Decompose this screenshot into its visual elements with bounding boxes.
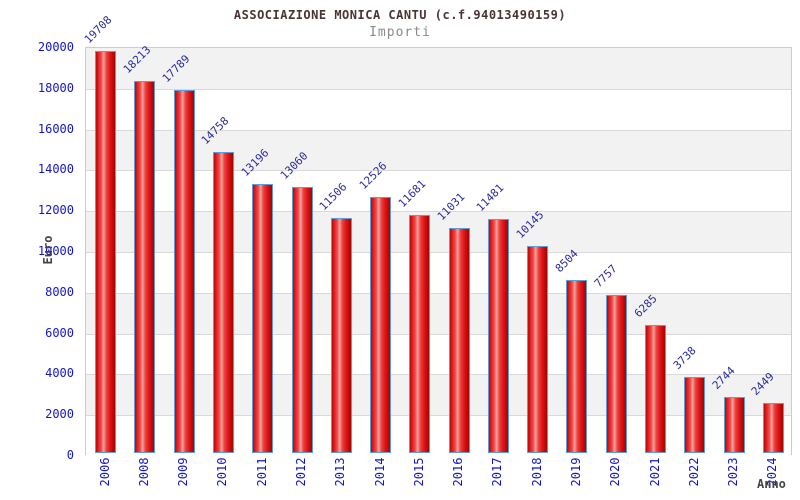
plot-band [86, 88, 791, 130]
x-tick-label: 2013 [333, 457, 348, 487]
y-tick-label: 6000 [45, 325, 74, 340]
bar [762, 403, 784, 453]
y-tick-label: 16000 [37, 121, 74, 136]
x-tick-label: 2017 [490, 457, 505, 487]
bar [527, 246, 549, 453]
x-axis-title: Anno [757, 477, 786, 491]
y-tick-label: 0 [66, 448, 74, 462]
gridline [86, 88, 791, 90]
gridline [86, 374, 791, 376]
x-tick-label: 2020 [608, 457, 623, 487]
chart-title: ASSOCIAZIONE MONICA CANTU (c.f.940134901… [233, 8, 567, 22]
gridline [86, 211, 791, 213]
plot-band [86, 48, 791, 89]
bar [330, 218, 352, 453]
x-tick-label: 2008 [136, 457, 151, 487]
x-tick-label: 2015 [411, 457, 426, 487]
y-tick-label: 2000 [45, 407, 74, 422]
plot-band [86, 211, 791, 252]
bar [409, 214, 431, 453]
y-tick-label: 20000 [37, 40, 74, 54]
x-axis: 2006 2008 2009 2010 2011 2012 2013 2014 2015 2016… [85, 455, 792, 500]
bar [684, 376, 706, 453]
chart-subtitle: Importi [369, 25, 431, 40]
bar [95, 50, 117, 453]
x-tick-label: 2023 [726, 457, 741, 487]
x-tick-label: 2012 [294, 457, 309, 487]
gridline [86, 333, 791, 335]
gridline [86, 129, 791, 131]
bar [448, 227, 470, 453]
gridline [86, 292, 791, 294]
y-axis: 0 2000 4000 6000 8000 10000 12000 14000 16000 180… [0, 40, 80, 462]
y-tick-label: 18000 [37, 80, 74, 95]
bar [605, 294, 627, 453]
plot-band [86, 333, 791, 375]
x-tick-label: 2022 [686, 457, 701, 487]
plot-band [86, 374, 791, 416]
bar [723, 397, 745, 453]
bar [291, 186, 313, 453]
x-tick-label: 2010 [215, 457, 230, 487]
plot-band [86, 170, 791, 212]
x-tick-label: 2014 [372, 457, 387, 487]
x-tick-label: 2011 [254, 457, 269, 487]
x-tick-label: 2006 [97, 457, 112, 487]
bar [645, 324, 667, 453]
y-tick-label: 4000 [45, 366, 74, 381]
bar [566, 279, 588, 453]
plot-band [86, 292, 791, 334]
bar [212, 151, 234, 453]
x-tick-label: 2019 [568, 457, 583, 487]
y-tick-label: 14000 [37, 162, 74, 177]
plot-band [86, 415, 791, 456]
gridline [86, 252, 791, 253]
x-tick-label: 2009 [176, 457, 191, 487]
bar [252, 183, 274, 453]
bar [370, 197, 392, 453]
y-tick-label: 10000 [37, 244, 74, 258]
gridline [86, 415, 791, 417]
plot-band [86, 129, 791, 171]
x-tick-label: 2016 [451, 457, 466, 487]
plot-area: 19708 18213 17789 14758 13196 13060 11506 12526… [81, 13, 792, 456]
x-tick-label: 2018 [529, 457, 544, 487]
y-axis-title: Euro [41, 235, 55, 265]
y-tick-label: 12000 [37, 203, 74, 218]
gridline [86, 170, 791, 172]
bar [487, 218, 509, 453]
bar [134, 81, 156, 453]
x-tick-label: 2021 [647, 457, 662, 487]
bar [173, 90, 195, 453]
plot-band [86, 252, 791, 293]
y-tick-label: 8000 [45, 284, 74, 299]
